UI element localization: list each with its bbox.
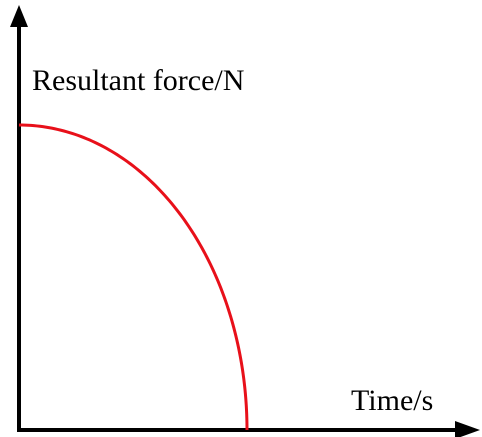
y-axis-label: Resultant force/N: [32, 64, 244, 97]
x-axis-label: Time/s: [351, 384, 433, 417]
y-axis-arrowhead-icon: [10, 5, 28, 27]
series-line-0: [18, 123, 249, 431]
series-layer: [18, 123, 249, 431]
x-axis-arrowhead-icon: [455, 421, 480, 437]
